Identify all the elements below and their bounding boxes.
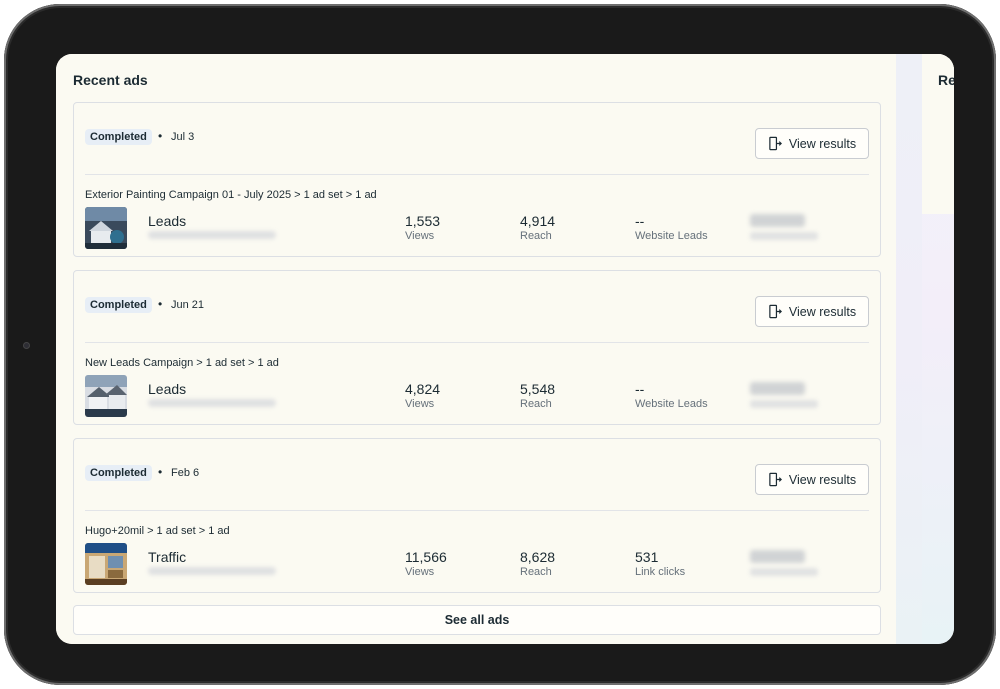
section-title: Recent ads [73, 72, 148, 88]
metric-reach-label: Reach [520, 566, 552, 578]
metric-views-value: 1,553 [405, 213, 441, 229]
ad-date: Feb 6 [171, 467, 200, 479]
ad-date: Jun 21 [171, 299, 205, 311]
card-divider [85, 510, 869, 511]
panel-gutter [896, 54, 922, 644]
metric-reach-value: 4,914 [520, 213, 556, 229]
view-results-button[interactable]: View results [755, 296, 869, 327]
tablet-frame: Recent ads Completed • Jul 3 View result… [4, 4, 996, 685]
screen: Recent ads Completed • Jul 3 View result… [56, 54, 954, 644]
status-badge: Completed [85, 465, 152, 481]
metric-reach-value: 5,548 [520, 381, 556, 397]
status-badge: Completed [85, 129, 152, 145]
view-results-label: View results [788, 472, 857, 487]
separator-dot: • [158, 129, 163, 143]
metric-views-label: Views [405, 398, 435, 410]
metric-result-label: Link clicks [635, 566, 686, 578]
ad-card: Completed • Jun 21 View results New Lead… [73, 270, 881, 425]
view-results-label: View results [788, 136, 857, 151]
card-divider [85, 342, 869, 343]
metric-views-value: 4,824 [405, 381, 441, 397]
amount-spent-redacted [750, 550, 805, 563]
camera [23, 342, 30, 349]
metric-reach-label: Reach [520, 230, 552, 242]
separator-dot: • [158, 465, 163, 479]
recent-ads-panel: Recent ads Completed • Jul 3 View result… [56, 54, 896, 644]
amount-spent-label-redacted [750, 568, 818, 576]
ad-id-redacted [148, 567, 276, 575]
view-results-button[interactable]: View results [755, 128, 869, 159]
metric-views-value: 11,566 [405, 549, 447, 565]
view-results-button[interactable]: View results [755, 464, 869, 495]
right-panel-title: Re [938, 72, 954, 88]
see-all-ads-button[interactable]: See all ads [73, 605, 881, 635]
ad-card: Completed • Jul 3 View results Exterior … [73, 102, 881, 257]
ad-objective: Traffic [148, 549, 187, 565]
view-results-icon [769, 304, 782, 319]
amount-spent-label-redacted [750, 400, 818, 408]
metric-views-label: Views [405, 230, 435, 242]
metric-result-value: -- [635, 213, 645, 229]
ad-path: Hugo+20mil > 1 ad set > 1 ad [85, 525, 230, 537]
metric-reach-label: Reach [520, 398, 552, 410]
view-results-label: View results [788, 304, 857, 319]
metric-reach-value: 8,628 [520, 549, 556, 565]
ad-id-redacted [148, 399, 276, 407]
metric-result-label: Website Leads [635, 230, 708, 242]
ad-id-redacted [148, 231, 276, 239]
ad-thumbnail[interactable] [85, 207, 127, 249]
ad-objective: Leads [148, 381, 187, 397]
card-divider [85, 174, 869, 175]
metric-result-value: 531 [635, 549, 659, 565]
ad-date: Jul 3 [171, 131, 195, 143]
metric-views-label: Views [405, 566, 435, 578]
ad-objective: Leads [148, 213, 187, 229]
ad-thumbnail[interactable] [85, 375, 127, 417]
separator-dot: • [158, 297, 163, 311]
ad-path: Exterior Painting Campaign 01 - July 202… [85, 189, 377, 201]
ad-thumbnail[interactable] [85, 543, 127, 585]
amount-spent-label-redacted [750, 232, 818, 240]
view-results-icon [769, 472, 782, 487]
ad-card: Completed • Feb 6 View results Hugo+20mi… [73, 438, 881, 593]
right-panel-card [922, 54, 954, 214]
status-badge: Completed [85, 297, 152, 313]
metric-result-label: Website Leads [635, 398, 708, 410]
metric-result-value: -- [635, 381, 645, 397]
amount-spent-redacted [750, 382, 805, 395]
view-results-icon [769, 136, 782, 151]
ad-path: New Leads Campaign > 1 ad set > 1 ad [85, 357, 279, 369]
amount-spent-redacted [750, 214, 805, 227]
